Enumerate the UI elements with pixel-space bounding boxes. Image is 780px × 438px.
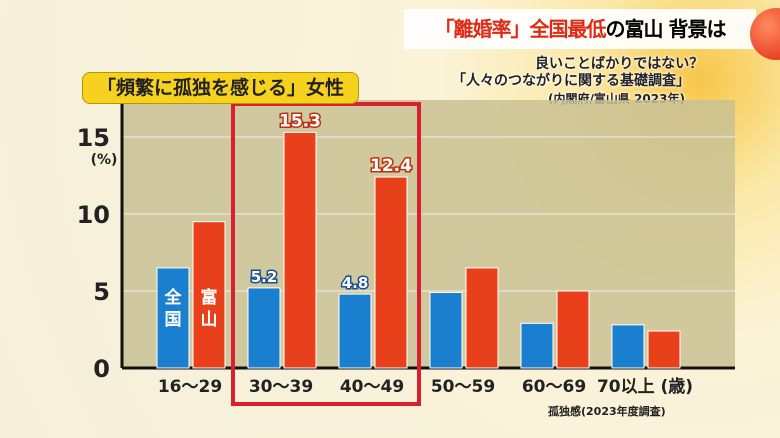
highlight-box (231, 102, 421, 406)
national-bar (520, 322, 554, 369)
footnote: 孤独感(2023年度調査) (548, 405, 666, 418)
y-tick-label: 5 (93, 278, 110, 306)
y-tick-label: 15 (77, 124, 110, 152)
x-tick-label: 60〜69 (522, 377, 586, 397)
data-label: 15.3 (279, 111, 321, 131)
headline-black: の富山 背景は (605, 17, 727, 41)
national-bar (611, 324, 645, 369)
national-bar (338, 293, 372, 369)
toyama-bar (192, 221, 226, 369)
legend-label-toyama: 山 (201, 310, 218, 330)
legend-label-national: 国 (165, 310, 182, 330)
y-tick-label: 0 (93, 355, 110, 383)
x-tick-label: 50〜59 (431, 377, 495, 397)
y-axis-unit: (%) (91, 152, 118, 168)
chart-title: 「頻繁に孤独を感じる」女性 (82, 72, 360, 104)
toyama-bar (374, 176, 408, 369)
toyama-bar (283, 131, 317, 369)
data-label: 4.8 (342, 274, 369, 292)
national-bar (156, 267, 190, 369)
data-label: 5.2 (251, 268, 278, 286)
toyama-bar (465, 267, 499, 369)
headline-red: 「離婚率」全国最低 (434, 17, 607, 41)
y-tick-label: 10 (77, 201, 110, 229)
legend-label-toyama: 富 (201, 287, 218, 308)
x-tick-label: 40〜49 (340, 377, 404, 397)
national-bar (247, 287, 281, 369)
toyama-bar (556, 290, 590, 369)
survey-name: 「人々のつながりに関する基礎調査」 (452, 73, 690, 89)
x-tick-label: 16〜29 (158, 377, 222, 397)
x-tick-label: 70以上 (歳) (597, 376, 693, 397)
headline: 「離婚率」全国最低の富山 背景は (404, 9, 756, 49)
national-bar (429, 292, 463, 369)
legend-label-national: 全 (164, 287, 183, 308)
x-tick-label: 30〜39 (249, 377, 313, 397)
subtitle-question: 良いことばかりではない？ (535, 56, 704, 72)
data-label: 12.4 (370, 156, 412, 176)
toyama-bar (647, 330, 681, 369)
